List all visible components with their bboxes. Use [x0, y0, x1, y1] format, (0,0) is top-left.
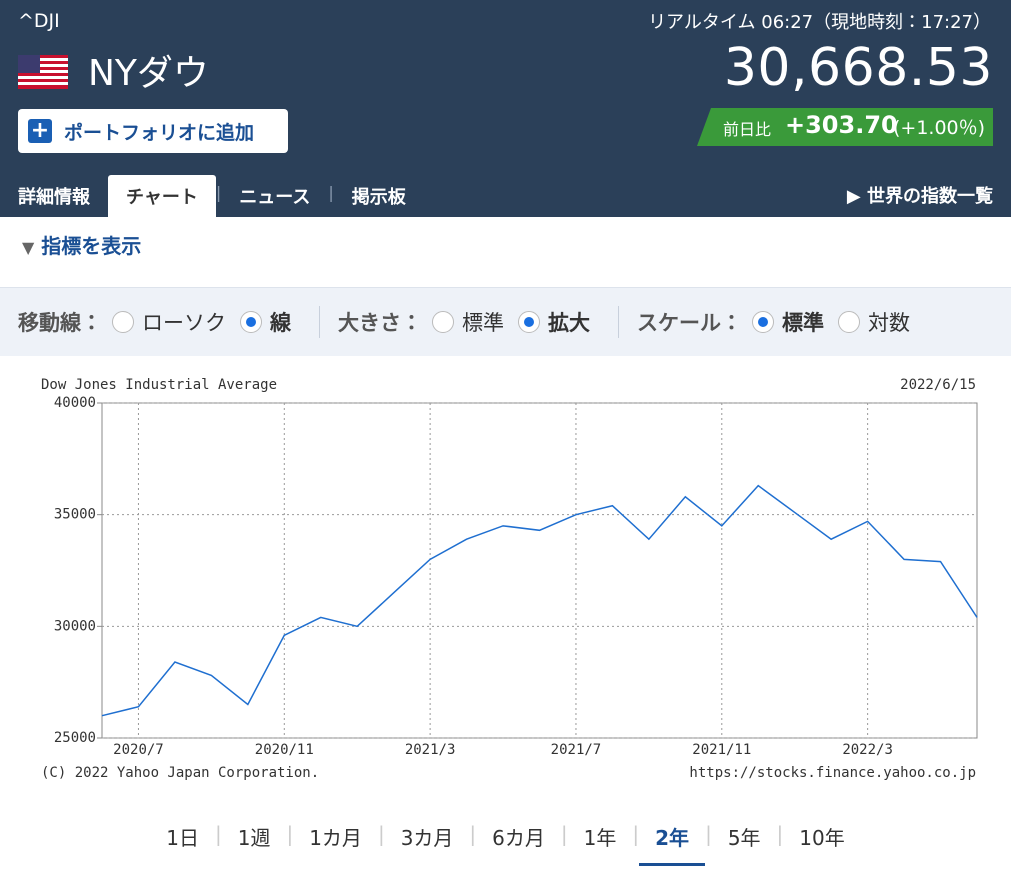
period-separator: | — [776, 822, 784, 846]
period-tab[interactable]: 5年 — [727, 826, 761, 850]
add-portfolio-button[interactable]: + ポートフォリオに追加 — [18, 109, 288, 153]
y-tick-label: 30000 — [54, 618, 96, 634]
y-tick-label: 40000 — [54, 395, 96, 411]
option-label: 大きさ： — [338, 311, 422, 335]
x-tick-label: 2020/11 — [255, 742, 314, 758]
radio-option[interactable]: 線 — [240, 307, 291, 337]
chart: Dow Jones Industrial Average 2022/6/15 (… — [41, 377, 978, 781]
radio-option[interactable]: 拡大 — [518, 307, 590, 337]
radio-label: 標準 — [782, 311, 824, 335]
period-tabs: 1日 | 1週 | 1カ月 | 3カ月 | 6カ月 | 1年 | 2年 | 5年 | 10年 — [0, 812, 1011, 866]
change-pct: (+1.00％) — [893, 117, 986, 139]
copyright: (C) 2022 Yahoo Japan Corporation. — [41, 765, 319, 781]
x-tick-label: 2021/7 — [551, 742, 602, 758]
radio-label: 線 — [270, 311, 291, 335]
radio-button — [112, 311, 134, 333]
period-tab[interactable]: 3カ月 — [400, 826, 454, 850]
triangle: ▼ — [22, 238, 35, 257]
radio-label: 拡大 — [548, 311, 590, 335]
period-tab[interactable]: 2年 — [639, 812, 706, 866]
tab-separator: | — [328, 183, 334, 202]
header: ^DJI NYダウ リアルタイム 06:27（現地時刻：17:27） 30,66… — [0, 0, 1011, 217]
radio-option[interactable]: 対数 — [838, 307, 910, 337]
tab[interactable]: ニュース — [239, 187, 311, 208]
x-tick-label: 2022/3 — [842, 742, 893, 758]
period-tab[interactable]: 10年 — [799, 826, 845, 850]
tab[interactable]: 掲示板 — [351, 187, 406, 208]
period-separator: | — [469, 822, 477, 846]
button-label: ポートフォリオに追加 — [64, 122, 255, 144]
period-separator: | — [214, 822, 222, 846]
plot-area — [101, 402, 978, 739]
period-tab[interactable]: 1週 — [237, 826, 271, 850]
period-separator: | — [632, 822, 640, 846]
chart-date: 2022/6/15 — [900, 377, 976, 393]
world-link-label: 世界の指数一覧 — [867, 186, 993, 207]
tab[interactable]: 詳細情報 — [18, 187, 90, 208]
price-line — [101, 484, 978, 717]
y-tick-label: 35000 — [54, 507, 96, 523]
x-tick-label: 2021/3 — [405, 742, 456, 758]
radio-label: 標準 — [462, 311, 504, 335]
x-tick-label: 2020/7 — [113, 742, 164, 758]
change-box: 前日比 +303.70 (+1.00％) — [697, 108, 993, 146]
us-flag — [18, 55, 68, 89]
period-separator: | — [705, 822, 712, 846]
world-link[interactable]: ▶ 世界の指数一覧 — [846, 186, 993, 207]
period-separator: | — [377, 822, 385, 846]
index-name: NYダウ — [88, 53, 209, 94]
price: 30,668.53 — [723, 38, 993, 98]
options-bar: 移動線： ローソク 線 大きさ： 標準 拡大 スケール： 標準 対数 — [0, 287, 1011, 356]
chart-title: Dow Jones Industrial Average — [41, 377, 277, 393]
radio-label: ローソク — [142, 311, 226, 335]
period-separator: | — [286, 822, 294, 846]
option-label: 移動線： — [18, 311, 102, 335]
option-group: 移動線： ローソク 線 — [0, 306, 320, 338]
y-tick-label: 25000 — [54, 730, 96, 746]
indicator-toggle[interactable]: ▼ 指標を表示 — [22, 230, 141, 259]
tab[interactable]: チャート — [108, 175, 216, 217]
radio-button — [240, 311, 262, 333]
radio-button — [752, 311, 774, 333]
x-tick-label: 2021/11 — [692, 742, 751, 758]
period-tab[interactable]: 1カ月 — [309, 826, 362, 850]
change: +303.70 — [785, 111, 898, 139]
radio-button — [432, 311, 454, 333]
period-tab[interactable]: 6カ月 — [492, 826, 545, 850]
period-tab[interactable]: 1日 — [166, 826, 199, 850]
radio-option[interactable]: ローソク — [112, 307, 226, 337]
realtime: リアルタイム 06:27（現地時刻：17:27） — [648, 12, 991, 33]
tab-bar: 詳細情報 チャート | ニュース | 掲示板 — [0, 175, 424, 217]
radio-option[interactable]: 標準 — [432, 307, 504, 337]
tab-separator: | — [215, 183, 222, 202]
period-tab[interactable]: 1年 — [583, 826, 617, 850]
radio-label: 対数 — [868, 311, 910, 335]
option-group: スケール： 標準 対数 — [619, 306, 938, 338]
radio-button — [518, 311, 540, 333]
option-label: スケール： — [637, 311, 742, 335]
symbol: ^DJI — [18, 10, 60, 32]
period-separator: | — [560, 822, 568, 846]
plus-icon: + — [28, 119, 52, 143]
source-url: https://stocks.finance.yahoo.co.jp — [689, 765, 976, 781]
change-label: 前日比 — [723, 120, 772, 139]
radio-button — [838, 311, 860, 333]
indicator-label: 指標を表示 — [41, 234, 142, 258]
radio-option[interactable]: 標準 — [752, 307, 824, 337]
option-group: 大きさ： 標準 拡大 — [320, 306, 619, 338]
